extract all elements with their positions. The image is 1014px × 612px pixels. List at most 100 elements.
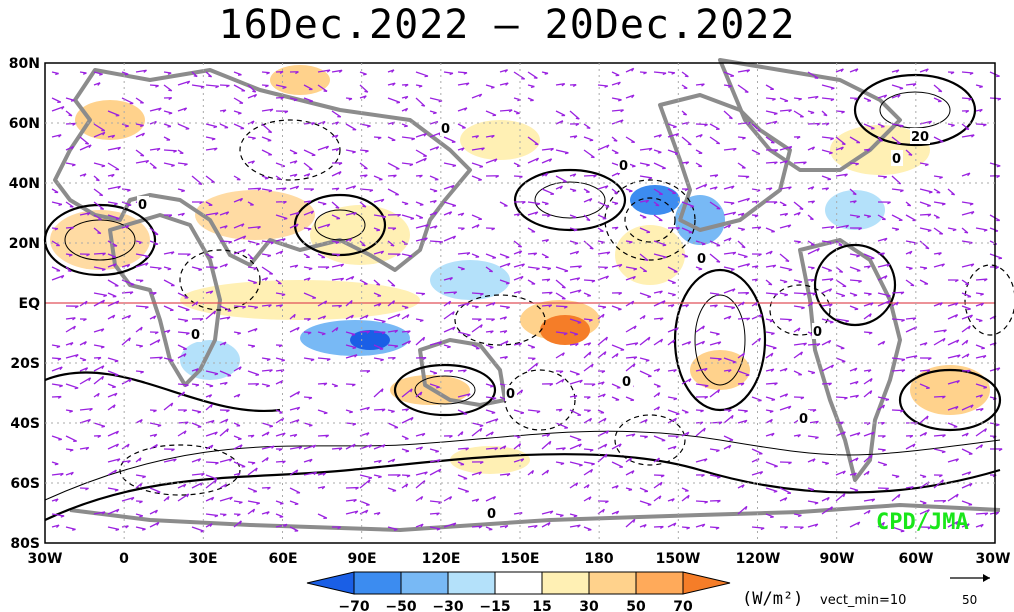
vector-arrow: [247, 279, 257, 284]
vector-arrow: [79, 418, 91, 424]
vector-arrow: [765, 97, 776, 100]
vector-arrow: [51, 513, 65, 517]
vector-arrowhead: [979, 85, 983, 89]
vector-arrowhead: [858, 227, 862, 231]
vector-arrow: [485, 302, 496, 307]
vector-arrow: [933, 227, 944, 235]
vector-arrow: [779, 405, 792, 411]
vector-arrow: [947, 354, 961, 359]
vector-arrowhead: [56, 345, 61, 349]
vector-arrowhead: [788, 109, 792, 113]
vector-arrow: [121, 201, 132, 206]
vector-arrowhead: [74, 387, 79, 390]
vector-arrowhead: [349, 238, 353, 242]
vector-arrowhead: [842, 431, 846, 436]
vector-arrow: [611, 81, 621, 86]
vector-arrow: [555, 447, 566, 450]
vector-arrow: [933, 302, 943, 307]
vector-arrow: [709, 136, 721, 145]
vector-arrowhead: [882, 341, 886, 345]
vector-arrowhead: [897, 494, 901, 498]
vector-arrowhead: [170, 251, 175, 255]
vector-arrow: [261, 304, 272, 307]
vector-arrowhead: [938, 474, 943, 478]
vector-arrowhead: [588, 351, 592, 356]
vector-arrowhead: [155, 85, 159, 88]
vector-arrowhead: [856, 215, 861, 219]
vector-arrowhead: [614, 202, 619, 205]
vector-arrow: [65, 122, 76, 125]
vector-arrowhead: [404, 84, 409, 87]
vector-arrowhead: [214, 514, 219, 518]
vector-arrowhead: [676, 227, 680, 231]
vector-arrow: [807, 523, 818, 528]
vector-arrow: [443, 277, 453, 281]
vector-arrow: [415, 471, 428, 476]
lon-label: 120E: [422, 551, 461, 567]
vector-arrowhead: [784, 497, 788, 501]
vector-arrowhead: [941, 203, 946, 206]
vector-arrow: [723, 211, 736, 216]
vector-arrowhead: [269, 108, 274, 112]
vector-arrow: [135, 97, 144, 104]
vector-arrow: [191, 266, 203, 271]
vector-arrowhead: [868, 332, 873, 335]
lon-label: 120W: [736, 551, 781, 567]
vector-arrowhead: [335, 241, 340, 245]
vector-arrow: [751, 526, 765, 529]
vector-arrowhead: [376, 229, 380, 232]
vector-arrow: [639, 199, 649, 203]
vector-arrowhead: [573, 135, 578, 139]
vector-arrowhead: [628, 488, 633, 492]
vector-arrowhead: [433, 200, 437, 204]
vector-arrowhead: [856, 269, 861, 272]
vector-arrow: [849, 136, 861, 144]
vector-arrow: [261, 123, 273, 134]
vector-arrow: [261, 149, 273, 156]
vector-arrowhead: [211, 138, 216, 141]
vector-arrow: [471, 427, 483, 437]
vector-arrow: [849, 305, 859, 310]
vector-arrowhead: [811, 146, 816, 151]
vector-arrow: [625, 396, 635, 401]
vector-arrowhead: [492, 302, 496, 306]
vector-arrowhead: [131, 497, 135, 501]
vector-arrow: [149, 339, 161, 346]
vector-arrow: [835, 279, 847, 288]
vector-arrowhead: [716, 476, 721, 479]
vector-arrowhead: [575, 482, 579, 487]
vector-arrowhead: [214, 212, 219, 216]
vector-arrow: [569, 277, 580, 281]
vector-arrow: [583, 318, 593, 321]
vector-arrow: [191, 526, 205, 532]
vector-arrow: [387, 97, 401, 104]
vector-arrowhead: [954, 279, 959, 283]
vector-arrowhead: [913, 355, 918, 359]
vector-arrow: [79, 144, 92, 151]
vector-arrowhead: [586, 484, 590, 489]
vector-arrowhead: [312, 444, 317, 449]
vector-arrowhead: [576, 277, 581, 281]
vector-arrowhead: [253, 282, 257, 285]
vector-arrowhead: [184, 163, 188, 167]
vector-arrowhead: [127, 189, 131, 192]
vector-arrowhead: [503, 445, 507, 450]
vector-arrow: [793, 161, 807, 164]
vector-arrow: [415, 157, 427, 164]
vector-arrowhead: [746, 317, 751, 321]
vector-arrow: [933, 337, 946, 346]
vector-arrow: [653, 481, 663, 489]
vector-arrow: [499, 201, 508, 207]
vector-arrowhead: [563, 306, 568, 309]
vector-arrow: [821, 136, 834, 140]
vector-arrowhead: [321, 486, 326, 490]
colorbar-tick-label: 30: [579, 599, 599, 612]
vector-arrowhead: [715, 449, 720, 453]
vector-arrowhead: [145, 255, 149, 259]
vector-arrow: [933, 395, 946, 398]
vector-arrow: [261, 422, 274, 427]
lon-label: 90W: [820, 551, 855, 567]
vector-arrowhead: [771, 332, 775, 336]
vector-arrow: [93, 252, 106, 255]
vector-arrow: [247, 266, 258, 270]
